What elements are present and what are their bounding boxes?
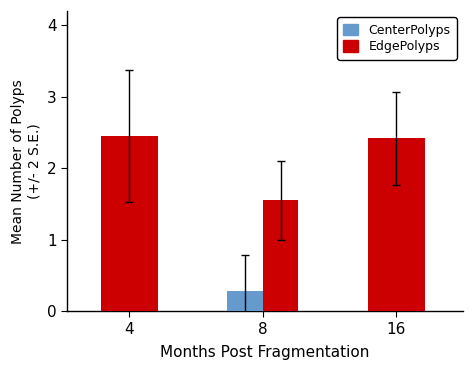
Bar <box>263 200 298 311</box>
Bar <box>368 138 425 311</box>
Bar <box>227 291 263 311</box>
Legend: CenterPolyps, EdgePolyps: CenterPolyps, EdgePolyps <box>337 17 456 60</box>
Bar <box>101 136 158 311</box>
Y-axis label: Mean Number of Polyps
(+/- 2 S.E.): Mean Number of Polyps (+/- 2 S.E.) <box>11 79 41 243</box>
X-axis label: Months Post Fragmentation: Months Post Fragmentation <box>160 345 370 360</box>
